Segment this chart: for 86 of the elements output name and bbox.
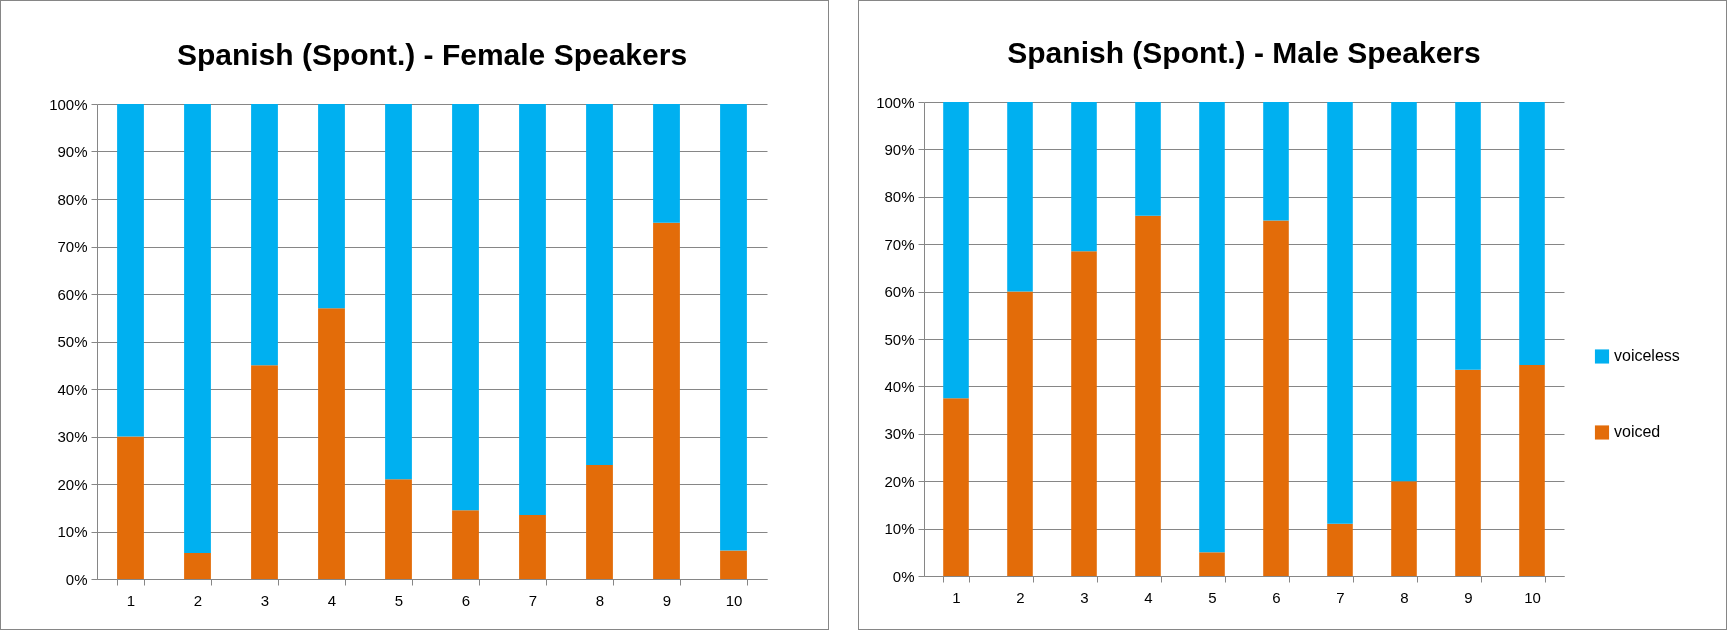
y-tick-label: 60% <box>884 283 915 301</box>
x-tick-label: 8 <box>1400 588 1409 606</box>
x-tick-label: 1 <box>126 591 136 609</box>
bar <box>184 104 211 553</box>
bar <box>519 104 546 515</box>
bar <box>385 479 412 579</box>
y-tick-label: 60% <box>57 285 88 303</box>
bar <box>117 436 144 579</box>
bar <box>1199 552 1225 576</box>
legend-label: voiced <box>1614 423 1661 441</box>
bar <box>1199 102 1225 553</box>
chart-title: Spanish (Spont.) - Female Speakers <box>176 38 688 71</box>
x-tick-label: 9 <box>1464 588 1473 606</box>
y-tick-label: 100% <box>49 95 88 113</box>
bar <box>452 510 479 579</box>
x-tick-label: 10 <box>725 591 743 609</box>
bar <box>586 465 613 579</box>
y-tick-label: 40% <box>884 377 915 395</box>
bar <box>184 552 211 579</box>
x-tick-label: 9 <box>662 591 672 609</box>
bar <box>1263 102 1289 221</box>
x-tick-label: 6 <box>461 591 471 609</box>
bar <box>1519 365 1545 576</box>
bar <box>519 514 546 579</box>
y-tick-label: 50% <box>57 333 88 350</box>
x-tick-label: 8 <box>595 591 605 609</box>
bar <box>117 104 144 437</box>
y-tick-label: 80% <box>57 190 88 208</box>
x-tick-label: 7 <box>1336 588 1345 606</box>
bar <box>385 104 412 480</box>
y-tick-label: 90% <box>57 143 88 160</box>
y-tick-label: 20% <box>884 472 915 490</box>
bar <box>1135 215 1161 576</box>
x-tick-label: 3 <box>260 591 270 609</box>
y-tick-label: 10% <box>57 523 88 540</box>
bar <box>251 104 278 366</box>
y-tick-label: 50% <box>884 330 915 348</box>
x-tick-label: 2 <box>193 591 203 609</box>
y-tick-label: 0% <box>65 570 88 588</box>
bar <box>1263 220 1289 576</box>
bar <box>1327 523 1353 576</box>
y-tick-label: 30% <box>884 425 915 443</box>
x-tick-label: 5 <box>1208 588 1217 606</box>
bar <box>318 104 345 309</box>
y-tick-label: 90% <box>884 140 915 158</box>
y-tick-label: 0% <box>892 567 915 585</box>
bar <box>1391 481 1417 576</box>
bar <box>653 104 680 223</box>
legend-label: voiceless <box>1614 347 1680 365</box>
bar <box>653 222 680 579</box>
bar <box>318 308 345 579</box>
x-tick-label: 1 <box>952 588 961 606</box>
bar <box>1455 102 1481 370</box>
y-tick-label: 30% <box>57 428 88 445</box>
x-tick-label: 10 <box>1524 588 1541 606</box>
bar <box>452 104 479 511</box>
y-tick-label: 80% <box>884 188 915 206</box>
bar <box>1007 102 1033 292</box>
x-tick-label: 5 <box>394 591 404 609</box>
x-tick-label: 4 <box>327 591 337 609</box>
bar <box>943 102 969 399</box>
bar <box>1327 102 1353 524</box>
x-tick-label: 3 <box>1080 588 1089 606</box>
x-tick-label: 4 <box>1144 588 1153 606</box>
bar <box>1519 102 1545 366</box>
y-tick-label: 40% <box>57 380 88 398</box>
y-tick-label: 70% <box>57 238 88 255</box>
bar <box>1007 291 1033 576</box>
chart-title: Spanish (Spont.) - Male Speakers <box>1007 36 1481 69</box>
y-tick-label: 10% <box>884 520 915 538</box>
bar <box>586 104 613 465</box>
x-tick-label: 7 <box>528 591 538 609</box>
y-tick-label: 20% <box>57 475 88 493</box>
x-tick-label: 6 <box>1272 588 1281 606</box>
bar <box>720 104 747 551</box>
bar <box>1071 102 1097 252</box>
bar <box>1135 102 1161 216</box>
bar <box>1071 251 1097 576</box>
bar <box>1455 369 1481 576</box>
bar <box>1391 102 1417 482</box>
y-tick-label: 70% <box>884 235 915 253</box>
x-tick-label: 2 <box>1016 588 1025 606</box>
y-tick-label: 100% <box>876 93 915 111</box>
bar <box>251 365 278 579</box>
bar <box>943 398 969 576</box>
bar <box>720 550 747 579</box>
